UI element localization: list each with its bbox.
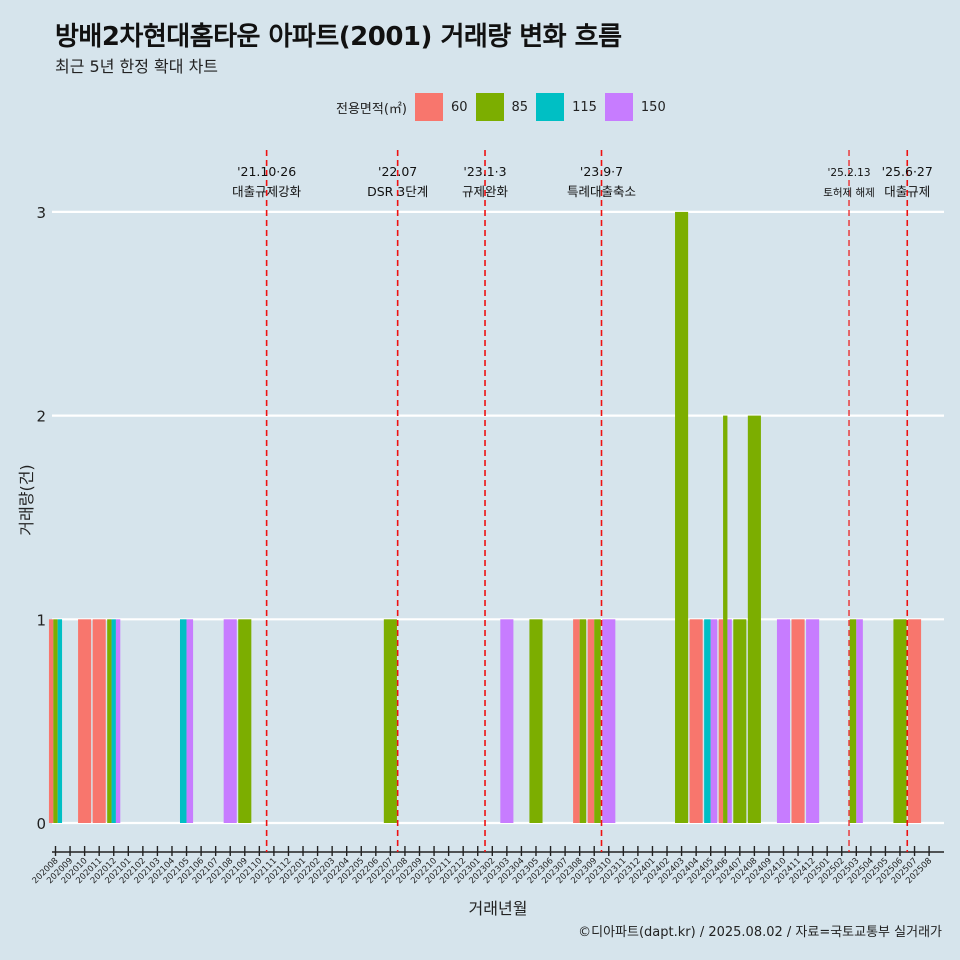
bar-202207-85 [383,619,397,823]
bar-202405-115 [704,619,711,823]
legend-label-115: 115 [572,99,597,115]
legend-label-85: 85 [511,99,529,115]
legend-item-85: 85 [475,93,529,121]
bar-202503-150 [856,619,863,823]
bar-202405-150 [710,619,718,823]
event-date-5: '25.6·27 [882,164,933,179]
legend: 전용면적(㎡) 60 85 115 150 [336,93,674,121]
bar-202109-85 [238,619,252,823]
event-label-4: 토허제 해제 [823,186,875,199]
bar-202308-85 [579,619,587,823]
legend-label-150: 150 [640,99,666,115]
bar-202503-85 [849,619,857,823]
legend-swatch-115 [536,93,565,121]
event-label-0: 대출규제강화 [232,184,302,199]
bar-202008-60 [48,619,54,823]
event-date-2: '23.1·3 [463,164,506,179]
y-tick-label-3: 3 [36,204,46,222]
event-date-3: '23.9·7 [580,164,623,179]
bar-202411-60 [791,619,805,823]
y-tick-label-1: 1 [36,611,46,629]
event-label-5: 대출규제 [884,184,930,199]
bar-202012-85 [107,619,112,823]
bar-202108-150 [223,619,237,823]
legend-swatch-85 [475,93,504,121]
event-label-2: 규제완화 [462,184,509,199]
bar-202404-60 [689,619,703,823]
y-tick-label-2: 2 [36,408,46,426]
event-date-4: '25.2.13 [828,167,871,179]
bar-202507-60 [907,619,922,823]
bar-202305-85 [529,619,543,823]
bar-202310-150 [602,619,616,823]
y-axis-title: 거래량(건) [17,464,36,535]
y-tick-label-0: 0 [36,815,46,833]
bar-202406-150 [727,619,732,823]
bar-202303-150 [500,619,514,823]
legend-item-60: 60 [414,93,468,121]
bar-202407-85 [733,619,747,823]
bar-202410-150 [776,619,791,823]
chart-title: 방배2차현대홈타운 아파트(2001) 거래량 변화 흐름 [55,22,622,52]
legend-swatch-60 [414,93,443,121]
bar-202406-85 [723,415,728,823]
event-label-1: DSR 3단계 [367,184,428,199]
bar-202008-85 [53,619,58,823]
bar-202309-60 [587,619,595,823]
event-date-1: '22.07 [378,164,417,179]
bar-202403-85 [675,211,689,823]
event-date-0: '21.10·26 [237,164,296,179]
bar-202506-85 [893,619,907,823]
x-axis-title: 거래년월 [469,899,528,918]
bar-202011-60 [92,619,106,823]
bar-202406-60 [718,619,724,823]
bar-202012-150 [115,619,121,823]
event-label-3: 특례대출축소 [567,184,636,199]
bar-202308-60 [573,619,580,823]
legend-swatch-150 [604,93,633,121]
legend-item-115: 115 [536,93,597,121]
bar-202412-150 [806,619,820,823]
bar-202408-85 [747,415,761,823]
bar-202105-115 [179,619,187,823]
bar-202309-85 [594,619,601,823]
bar-202008-115 [57,619,63,823]
legend-title: 전용면적(㎡) [336,101,407,117]
legend-item-150: 150 [604,93,666,121]
source-caption: ©디아파트(dapt.kr) / 2025.08.02 / 자료=국토교통부 실… [578,925,942,940]
legend-label-60: 60 [450,99,468,115]
chart-subtitle: 최근 5년 한정 확대 차트 [55,57,219,76]
bar-202010-60 [78,619,92,823]
bar-202105-150 [186,619,194,823]
bar-202012-115 [111,619,116,823]
